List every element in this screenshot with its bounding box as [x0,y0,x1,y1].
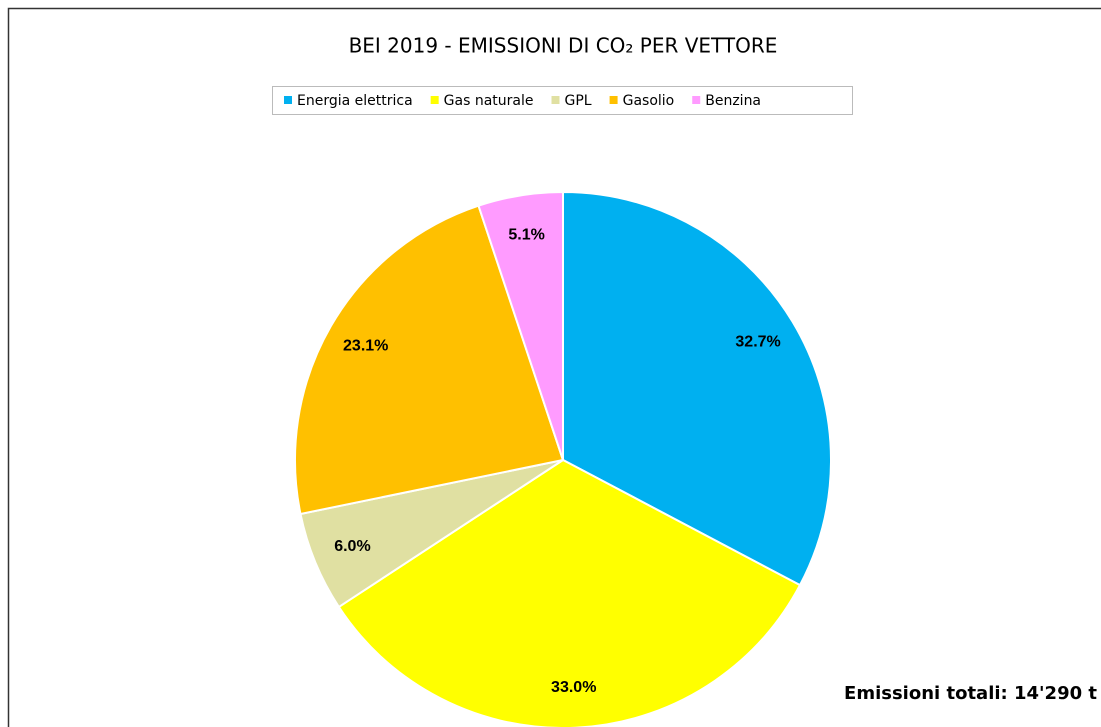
legend-label: Energia elettrica [297,93,413,109]
legend-label: Benzina [705,93,761,109]
pie-slice [477,190,564,461]
legend-swatch [692,96,701,104]
legend-label: Gas naturale [444,93,534,109]
legend-swatch [430,96,439,104]
data-label: 23.1% [343,337,388,354]
legend-items: Energia elettrica Gas naturale GPL Gasolio B… [284,93,761,109]
data-label: 32.7% [735,334,780,351]
pie-slice [294,204,565,516]
legend-swatch [284,96,292,104]
legend-label: Gasolio [623,93,675,109]
annotation: Emissioni totali: 14'290 t [844,683,1097,704]
legend [272,86,853,115]
legend-label: GPL [565,93,592,109]
data-label: 5.1% [508,226,544,243]
legend-swatch [551,96,560,104]
chart-title: BEI 2019 - EMISSIONI DI CO₂ PER VETTORE [349,34,778,58]
legend-swatch [609,96,618,104]
pie-slice [562,190,832,587]
data-label: 6.0% [334,538,370,555]
data-label: 33.0% [551,679,596,696]
pie-slice [337,458,802,727]
pie: 32.7% 33.0% 6.0% 23.1% 5.1% [294,190,832,727]
